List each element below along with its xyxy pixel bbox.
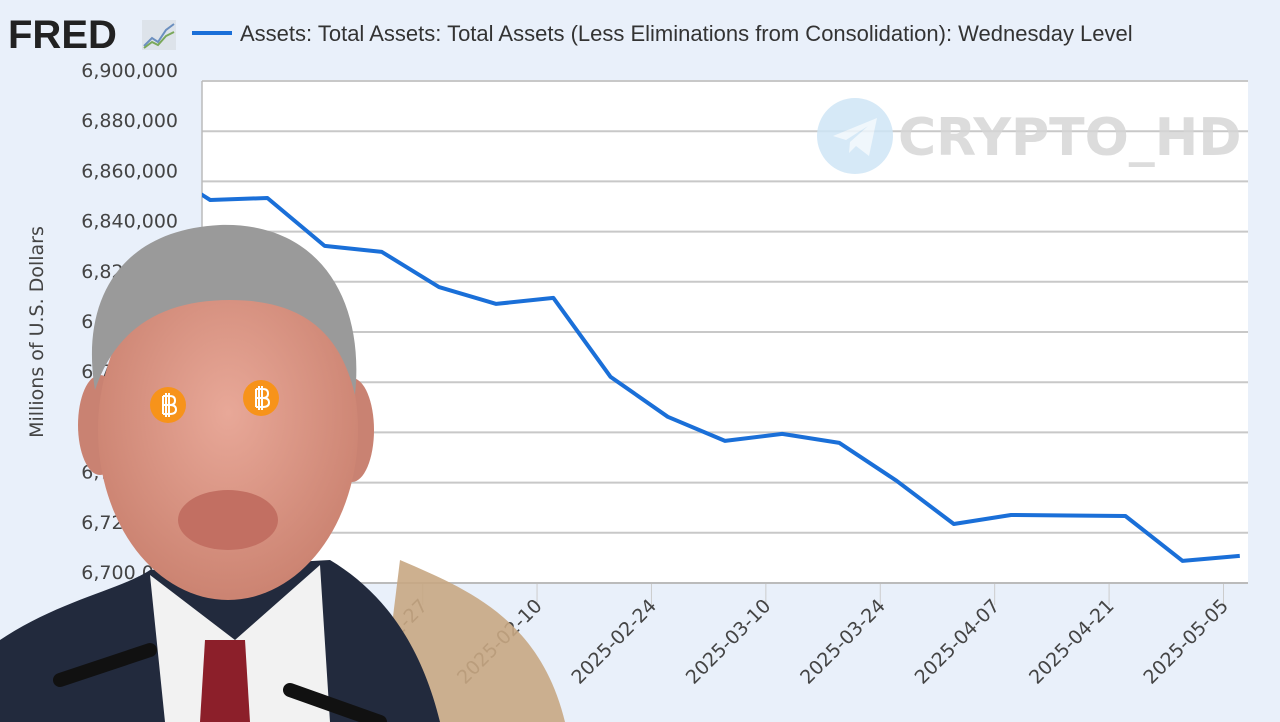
x-tick-label: 2025-04-07 bbox=[911, 595, 1005, 689]
y-tick-label: 6,880,000 bbox=[81, 110, 178, 132]
y-tick-label: 6,900,000 bbox=[81, 60, 178, 82]
person-photo bbox=[0, 224, 565, 722]
x-tick-label: 2025-03-10 bbox=[682, 595, 776, 689]
bitcoin-eye-left-icon bbox=[150, 387, 186, 423]
y-tick-label: 6,840,000 bbox=[81, 211, 178, 233]
y-axis-title: Millions of U.S. Dollars bbox=[26, 226, 48, 438]
x-tick-label: 2025-02-24 bbox=[567, 595, 661, 689]
fred-logo-chart-icon bbox=[142, 20, 176, 50]
x-tick-label: 2025-03-24 bbox=[796, 595, 890, 689]
watermark-text: CRYPTO_HD bbox=[898, 108, 1241, 168]
bitcoin-eye-right-icon bbox=[243, 380, 279, 416]
watermark: CRYPTO_HD bbox=[817, 98, 1241, 174]
x-tick-label: 2025-04-21 bbox=[1025, 595, 1119, 689]
legend-label[interactable]: Assets: Total Assets: Total Assets (Less… bbox=[240, 21, 1133, 46]
gridlines bbox=[193, 80, 1248, 605]
series-line bbox=[202, 192, 1240, 563]
x-tick-label: 2025-05-05 bbox=[1139, 595, 1233, 689]
y-tick-label: 6,860,000 bbox=[81, 160, 178, 182]
fred-logo: FRED bbox=[8, 13, 117, 57]
telegram-icon bbox=[817, 98, 893, 174]
